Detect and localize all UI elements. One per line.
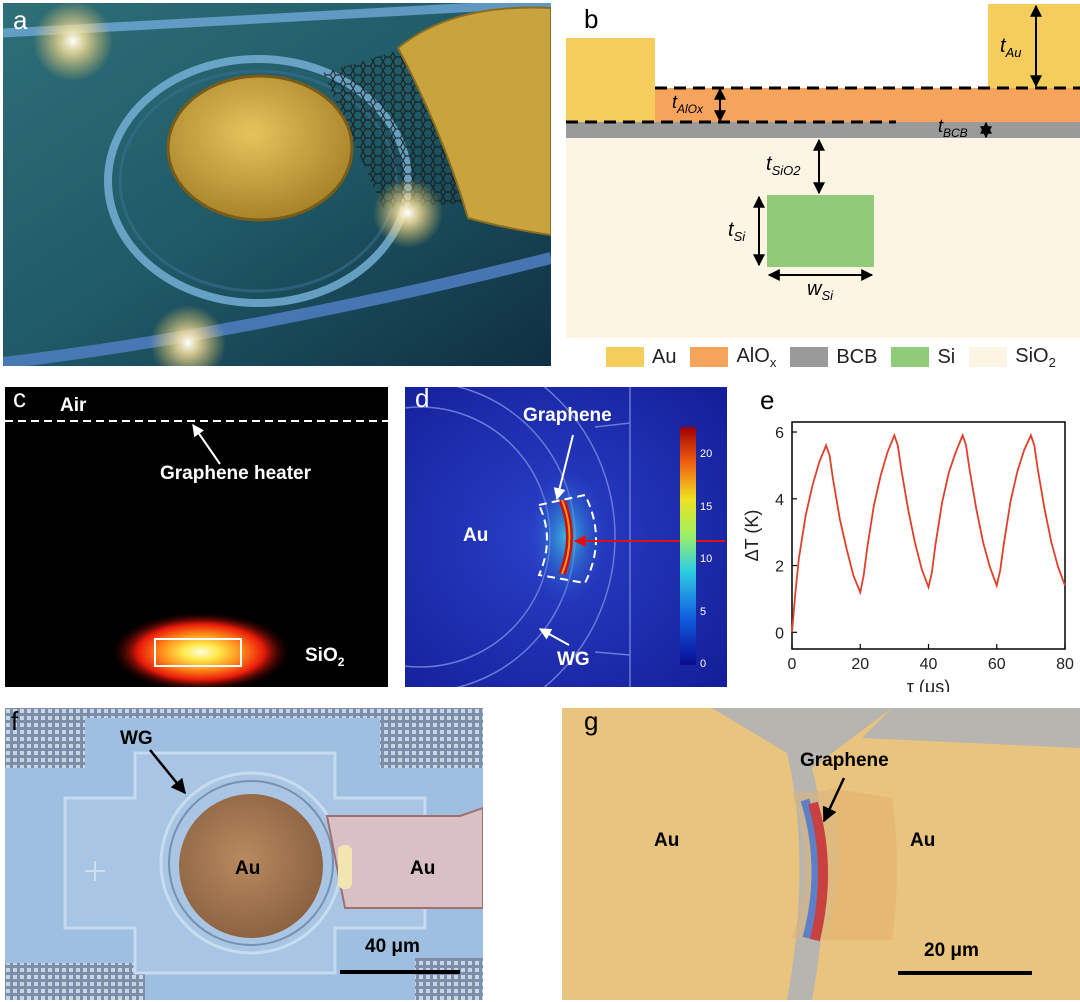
plot-frame xyxy=(791,421,1066,650)
colorbar-tick-label: 20 xyxy=(700,448,713,460)
graphene-heater-label: Graphene heater xyxy=(160,463,311,484)
legend-item-1: AlOx xyxy=(690,345,776,370)
t-au-label: tAu xyxy=(1000,35,1021,60)
legend-swatch xyxy=(690,347,729,367)
panel-e-temperature-chart: e 0 20 40 60 80 0 2 4 6 τ (μs) ΔT (K) xyxy=(730,387,1080,692)
graphene-label-g: Graphene xyxy=(800,750,889,771)
legend-text: BCB xyxy=(836,345,878,368)
y-tick-label: 6 xyxy=(775,425,784,442)
colorbar-tick-label: 5 xyxy=(700,605,707,618)
wg-label-f: WG xyxy=(120,728,153,749)
legend-item-3: Si xyxy=(891,346,955,369)
alox-layer xyxy=(655,88,1080,122)
delta-t-line-chart: 0 20 40 60 80 0 2 4 6 τ (μs) ΔT (K) xyxy=(742,421,1074,692)
au-right-label-g: Au xyxy=(910,830,936,851)
legend-item-0: Au xyxy=(606,346,676,369)
panel-f-label: f xyxy=(11,708,19,736)
panel-d-label: d xyxy=(415,387,430,413)
panel-d-thermal-sim: d Graphene Au WG 20 15 10 5 0 xyxy=(405,387,727,687)
w-si-label: wSi xyxy=(807,278,834,303)
sem-image xyxy=(562,708,1080,1000)
panel-a-label: a xyxy=(13,5,28,35)
legend-swatch xyxy=(606,347,644,367)
au-right-label-f: Au xyxy=(410,858,436,879)
panel-e-label: e xyxy=(760,387,775,415)
colorbar-tick-label: 0 xyxy=(700,658,707,670)
panel-f-optical-micrograph: f WG Au Au 40 μm xyxy=(5,708,483,1000)
si-waveguide xyxy=(767,195,874,267)
y-tick-label: 4 xyxy=(775,492,784,509)
material-legend: Au AlOx BCB Si SiO2 xyxy=(606,342,1066,372)
graphene-label-d: Graphene xyxy=(523,405,612,426)
legend-text: Au xyxy=(652,345,677,368)
x-tick-label: 0 xyxy=(788,656,797,673)
panel-g-label: g xyxy=(584,708,599,736)
optical-micrograph xyxy=(5,708,483,1000)
au-left-block xyxy=(566,38,655,122)
legend-swatch xyxy=(969,347,1008,367)
legend-item-2: BCB xyxy=(790,346,877,369)
scalebar-label-f: 40 μm xyxy=(365,936,420,957)
sio2-label: SiO2 xyxy=(305,645,345,669)
y-tick-label: 0 xyxy=(775,625,784,642)
legend-item-4: SiO2 xyxy=(969,345,1056,370)
t-alox-label: tAlOx xyxy=(672,92,704,116)
panel-b-cross-section: tAu tAlOx tBCB tSiO2 tSi wSi b xyxy=(566,0,1080,380)
y-tick-label: 2 xyxy=(775,559,784,576)
panel-b-label: b xyxy=(584,4,599,34)
panel-a-device-render: a xyxy=(3,3,551,366)
panel-c-label: c xyxy=(13,387,26,413)
device-render-illustration xyxy=(3,3,551,366)
x-tick-label: 60 xyxy=(988,656,1006,673)
air-label: Air xyxy=(60,395,87,416)
x-axis-label: τ (μs) xyxy=(907,677,950,692)
t-sio2-label: tSiO2 xyxy=(766,153,801,178)
panel-c-mode-profile: c Air Graphene heater SiO2 xyxy=(5,387,388,687)
x-tick-label: 20 xyxy=(851,656,869,673)
colorbar xyxy=(680,427,696,665)
au-left-label-f: Au xyxy=(235,858,261,879)
delta-t-series-line xyxy=(791,432,1066,633)
au-label-d: Au xyxy=(463,525,489,546)
panel-g-sem-image: g Graphene Au Au 20 μm xyxy=(562,708,1080,1000)
x-tick-label: 80 xyxy=(1056,656,1074,673)
t-bcb-label: tBCB xyxy=(938,116,968,140)
scalebar-label-g: 20 μm xyxy=(924,940,979,961)
cross-section-diagram: tAu tAlOx tBCB tSiO2 tSi wSi xyxy=(566,4,1080,338)
legend-text: SiO2 xyxy=(1015,344,1056,370)
legend-text: Si xyxy=(937,345,956,368)
legend-text: AlOx xyxy=(736,344,777,370)
legend-swatch xyxy=(790,347,829,367)
y-axis-label: ΔT (K) xyxy=(742,510,762,562)
colorbar-tick-label: 15 xyxy=(700,500,713,513)
au-left-label-g: Au xyxy=(654,830,680,851)
legend-swatch xyxy=(891,347,930,367)
x-tick-label: 40 xyxy=(920,656,938,673)
thermal-sim-plot xyxy=(405,387,727,687)
wg-label-d: WG xyxy=(557,649,590,670)
t-si-label: tSi xyxy=(728,219,746,244)
bcb-layer xyxy=(566,122,1080,138)
colorbar-tick-label: 10 xyxy=(700,553,713,565)
mode-profile-plot xyxy=(5,420,388,687)
